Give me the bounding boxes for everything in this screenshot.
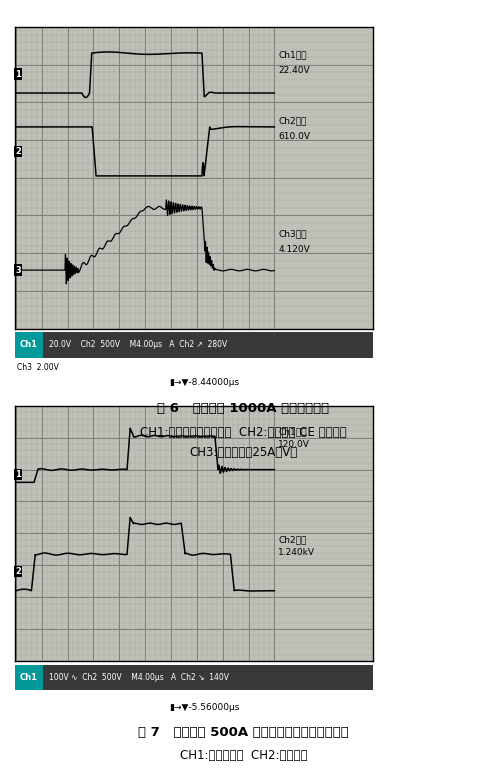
Text: 1: 1 bbox=[15, 470, 21, 479]
Text: 3: 3 bbox=[15, 266, 21, 274]
Text: Ch1: Ch1 bbox=[20, 673, 38, 682]
Text: 1: 1 bbox=[15, 70, 21, 79]
FancyBboxPatch shape bbox=[15, 332, 43, 358]
Text: 100V ∿  Ch2  500V    M4.00μs   A  Ch2 ↘  140V: 100V ∿ Ch2 500V M4.00μs A Ch2 ↘ 140V bbox=[49, 673, 228, 682]
Text: 22.40V: 22.40V bbox=[278, 66, 310, 75]
Text: CH1:副边电压；  CH2:原边电压: CH1:副边电压； CH2:原边电压 bbox=[180, 750, 307, 762]
Text: 120.0V: 120.0V bbox=[278, 440, 310, 448]
Text: 20.0V    Ch2  500V    M4.00μs   A  Ch2 ↗  280V: 20.0V Ch2 500V M4.00μs A Ch2 ↗ 280V bbox=[49, 340, 227, 349]
Text: 2: 2 bbox=[15, 567, 21, 576]
FancyBboxPatch shape bbox=[15, 665, 43, 690]
Text: 610.0V: 610.0V bbox=[278, 132, 310, 141]
Text: Ch2幅値: Ch2幅値 bbox=[278, 117, 307, 126]
Text: CH1:超前臂的驱动电压；  CH2:超前臂的 CE 极电压；: CH1:超前臂的驱动电压； CH2:超前臂的 CE 极电压； bbox=[140, 427, 347, 439]
Text: CH3:原边电流（25A／V）: CH3:原边电流（25A／V） bbox=[189, 447, 298, 459]
Text: 4.120V: 4.120V bbox=[278, 245, 310, 254]
Text: Ch3幅値: Ch3幅値 bbox=[278, 230, 307, 239]
Text: Ch1幅値: Ch1幅値 bbox=[278, 427, 307, 436]
Text: Ch2幅値: Ch2幅値 bbox=[278, 535, 307, 544]
Text: 2: 2 bbox=[15, 147, 21, 156]
Text: Ch3  2.00V: Ch3 2.00V bbox=[17, 363, 59, 372]
Text: ▮→▼-5.56000μs: ▮→▼-5.56000μs bbox=[169, 703, 240, 712]
Text: ▮→▼-8.44000μs: ▮→▼-8.44000μs bbox=[169, 378, 240, 387]
Text: Ch1幅値: Ch1幅値 bbox=[278, 51, 307, 60]
Text: 图 7   输出负载 500A 时主变原边、副边电压波形: 图 7 输出负载 500A 时主变原边、副边电压波形 bbox=[138, 727, 349, 739]
Text: Ch1: Ch1 bbox=[20, 340, 38, 349]
Text: 1.240kV: 1.240kV bbox=[278, 548, 315, 557]
Text: 图 6   输出负载 1000A 时超前臂波形: 图 6 输出负载 1000A 时超前臂波形 bbox=[157, 402, 330, 414]
